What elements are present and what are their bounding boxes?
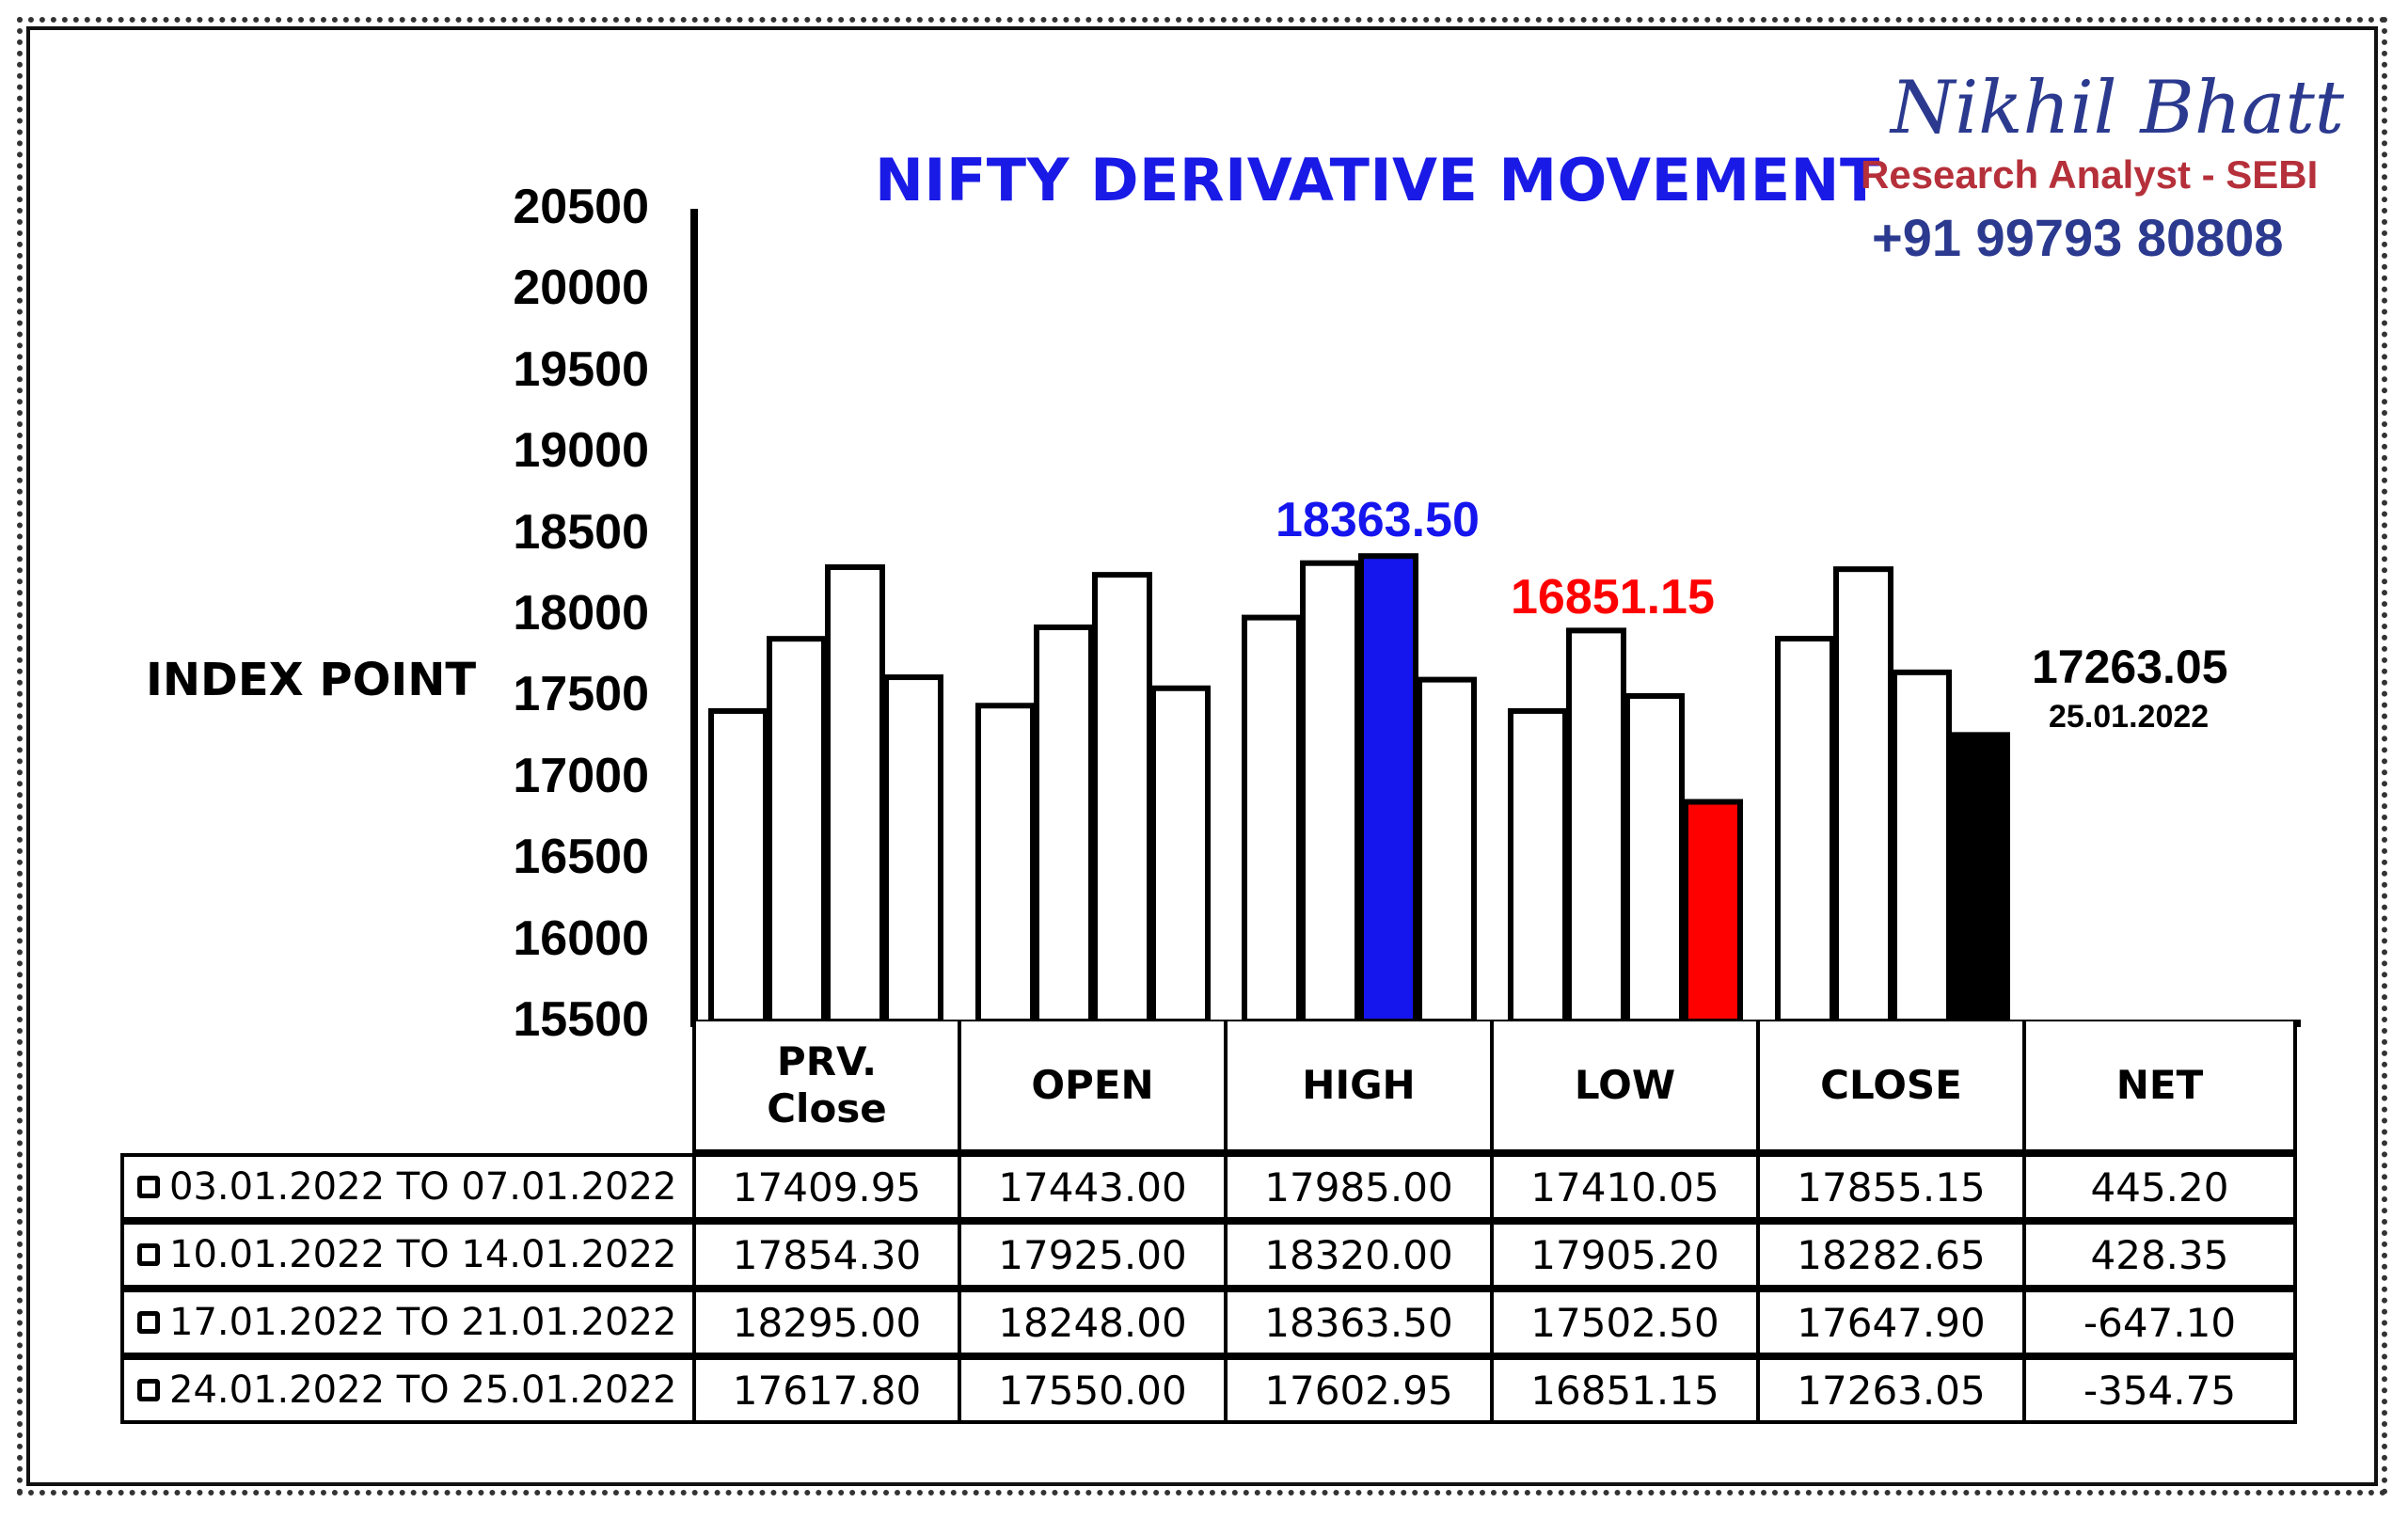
legend-square-icon (137, 1243, 160, 1266)
table-header-label: NET (2115, 1061, 2204, 1108)
y-tick-label: 18000 (513, 586, 649, 641)
table-cell: 17617.80 (692, 1356, 961, 1424)
y-axis-label: INDEX POINT (146, 654, 477, 706)
y-tick-label: 16500 (513, 830, 649, 885)
table-cell: 428.35 (2022, 1221, 2297, 1289)
legend-square-icon (137, 1379, 160, 1401)
table-cell: 17443.00 (958, 1153, 1228, 1221)
outer-frame (17, 17, 2387, 1495)
table-cell: -647.10 (2022, 1289, 2297, 1356)
y-tick-label: 17000 (513, 748, 649, 803)
bar-0-0 (708, 707, 768, 1024)
table-cell: 17263.05 (1756, 1356, 2026, 1424)
y-tick-label: 16000 (513, 910, 649, 966)
table-header-cell: NET (2022, 1021, 2297, 1153)
table-cell: 18248.00 (958, 1289, 1228, 1356)
table-header-cell: PRV. Close (692, 1021, 961, 1153)
close-callout: 17263.05 (2032, 641, 2228, 693)
bar-2-2 (1358, 553, 1418, 1024)
bar-2-1 (1300, 560, 1360, 1024)
table-cell: 17985.00 (1224, 1153, 1494, 1221)
brand-phone: +91 99793 80808 (1872, 208, 2284, 267)
bar-0-2 (825, 564, 885, 1024)
table-header-label: HIGH (1302, 1061, 1416, 1108)
inner-frame (26, 26, 2378, 1486)
close-date-callout: 25.01.2022 (2049, 699, 2210, 735)
table-cell: 18363.50 (1224, 1289, 1494, 1356)
y-tick-label: 19000 (513, 423, 649, 479)
table-header-label: Close (767, 1085, 887, 1131)
table-cell: 17410.05 (1490, 1153, 1760, 1221)
table-row-label-text: 03.01.2022 TO 07.01.2022 (169, 1165, 677, 1209)
bar-0-3 (883, 674, 943, 1025)
table-cell: 18282.65 (1756, 1221, 2026, 1289)
table-cell: 17855.15 (1756, 1153, 2026, 1221)
bar-1-0 (975, 703, 1036, 1024)
bar-1-2 (1092, 572, 1152, 1025)
bar-1-3 (1150, 685, 1211, 1024)
table-header-cell: LOW (1490, 1021, 1760, 1153)
low-callout: 16851.15 (1511, 570, 1715, 625)
y-tick-label: 20000 (513, 261, 649, 316)
table-cell: 18320.00 (1224, 1221, 1494, 1289)
table-cell: 17905.20 (1490, 1221, 1760, 1289)
table-header-cell: HIGH (1224, 1021, 1494, 1153)
table-header-label: CLOSE (1820, 1061, 1962, 1108)
table-row-label-text: 10.01.2022 TO 14.01.2022 (169, 1233, 677, 1276)
bar-4-0 (1775, 636, 1835, 1024)
table-cell: 17647.90 (1756, 1289, 2026, 1356)
table-header-cell: OPEN (958, 1021, 1228, 1153)
table-cell: 17602.95 (1224, 1356, 1494, 1424)
table-header-label: LOW (1574, 1061, 1676, 1108)
table-cell: 17854.30 (692, 1221, 961, 1289)
brand-name: Nikhil Bhatt (1891, 66, 2345, 150)
bar-3-1 (1566, 627, 1626, 1025)
bar-4-2 (1892, 669, 1952, 1025)
table-header-cell: CLOSE (1756, 1021, 2026, 1153)
table-cell: -354.75 (2022, 1356, 2297, 1424)
y-tick-label: 17500 (513, 667, 649, 722)
table-row-label: 24.01.2022 TO 25.01.2022 (120, 1356, 696, 1424)
table-row-label-text: 17.01.2022 TO 21.01.2022 (169, 1301, 677, 1344)
table-cell: 17550.00 (958, 1356, 1228, 1424)
table-row-label: 17.01.2022 TO 21.01.2022 (120, 1289, 696, 1356)
table-row-label: 10.01.2022 TO 14.01.2022 (120, 1221, 696, 1289)
bar-3-0 (1508, 707, 1568, 1024)
y-tick-label: 18500 (513, 504, 649, 560)
bar-1-1 (1034, 624, 1094, 1025)
table-cell: 17925.00 (958, 1221, 1228, 1289)
table-row-label: 03.01.2022 TO 07.01.2022 (120, 1153, 696, 1221)
y-tick-label: 19500 (513, 341, 649, 397)
bar-0-1 (767, 636, 827, 1024)
table-header-label: PRV. (776, 1037, 878, 1084)
table-cell: 445.20 (2022, 1153, 2297, 1221)
bar-2-3 (1417, 676, 1477, 1024)
legend-square-icon (137, 1176, 160, 1198)
table-cell: 17409.95 (692, 1153, 961, 1221)
bar-4-1 (1833, 566, 1893, 1024)
bar-3-2 (1624, 692, 1685, 1025)
table-row-label-text: 24.01.2022 TO 25.01.2022 (169, 1369, 677, 1412)
bar-2-0 (1242, 614, 1302, 1024)
high-callout: 18363.50 (1275, 493, 1480, 547)
table-cell: 16851.15 (1490, 1356, 1760, 1424)
table-cell: 18295.00 (692, 1289, 961, 1356)
table-cell: 17502.50 (1490, 1289, 1760, 1356)
chart-title: NIFTY DERIVATIVE MOVEMENT (875, 146, 1880, 214)
table-header-label: OPEN (1031, 1061, 1154, 1108)
bar-3-3 (1683, 799, 1743, 1025)
y-tick-label: 15500 (513, 992, 649, 1047)
y-tick-label: 20500 (513, 180, 649, 234)
bar-4-3 (1950, 732, 2010, 1024)
brand-role: Research Analyst - SEBI (1861, 152, 2319, 197)
y-axis-line (690, 209, 698, 1025)
legend-square-icon (137, 1311, 160, 1334)
